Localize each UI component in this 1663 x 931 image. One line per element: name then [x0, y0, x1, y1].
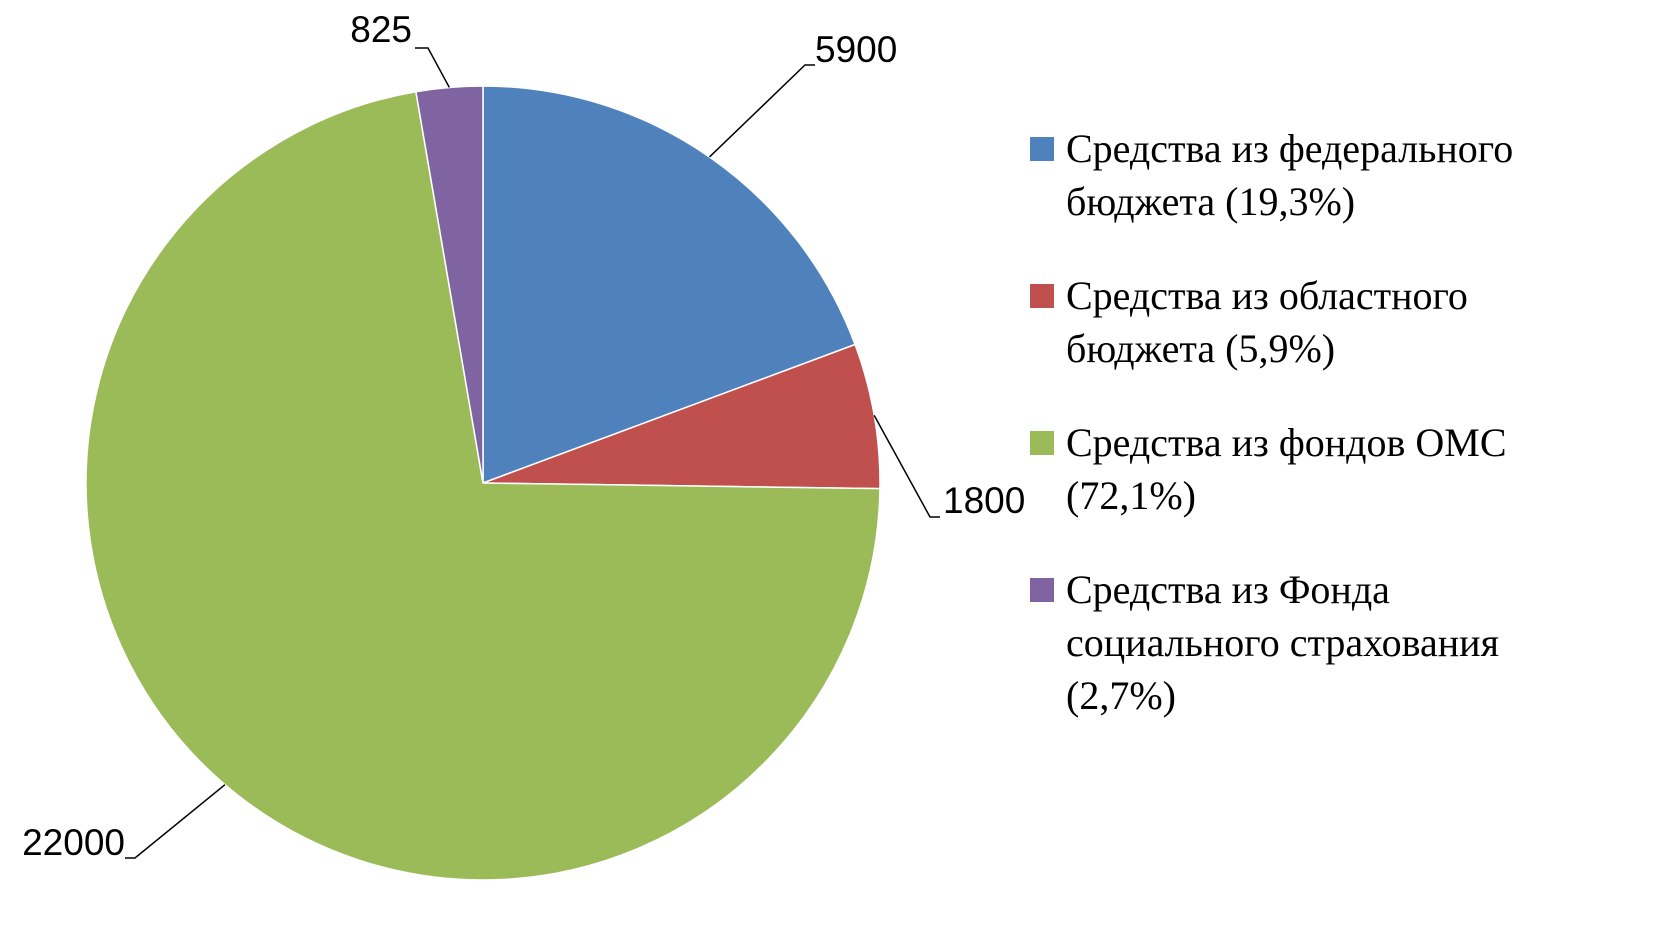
pie-slice — [415, 85, 484, 484]
data-label: 22000 — [22, 822, 125, 863]
leader-line — [125, 784, 226, 859]
legend-item: Средства из фондов ОМС (72,1%) — [1030, 416, 1550, 522]
legend-swatch — [1030, 431, 1054, 455]
leader-line — [873, 415, 940, 518]
legend-swatch — [1030, 137, 1054, 161]
legend-label: Средства из областного бюджета (5,9%) — [1066, 273, 1468, 371]
legend-item: Средства из Фонда социального страховани… — [1030, 563, 1550, 722]
legend-label: Средства из фондов ОМС (72,1%) — [1066, 420, 1507, 518]
pie-slice — [482, 343, 881, 490]
leader-line — [709, 64, 815, 158]
legend-item: Средства из областного бюджета (5,9%) — [1030, 269, 1550, 375]
data-label: 1800 — [943, 480, 1025, 521]
legend-item: Средства из федерального бюджета (19,3%) — [1030, 122, 1550, 228]
leader-line — [415, 47, 450, 88]
legend-label: Средства из Фонда социального страховани… — [1066, 567, 1499, 718]
legend: Средства из федерального бюджета (19,3%)… — [1030, 122, 1550, 763]
data-label: 825 — [350, 9, 412, 50]
legend-label: Средства из федерального бюджета (19,3%) — [1066, 126, 1514, 224]
pie-slice — [85, 90, 881, 881]
pie-slice — [482, 85, 857, 485]
legend-swatch — [1030, 284, 1054, 308]
legend-swatch — [1030, 578, 1054, 602]
data-label: 5900 — [815, 29, 897, 70]
